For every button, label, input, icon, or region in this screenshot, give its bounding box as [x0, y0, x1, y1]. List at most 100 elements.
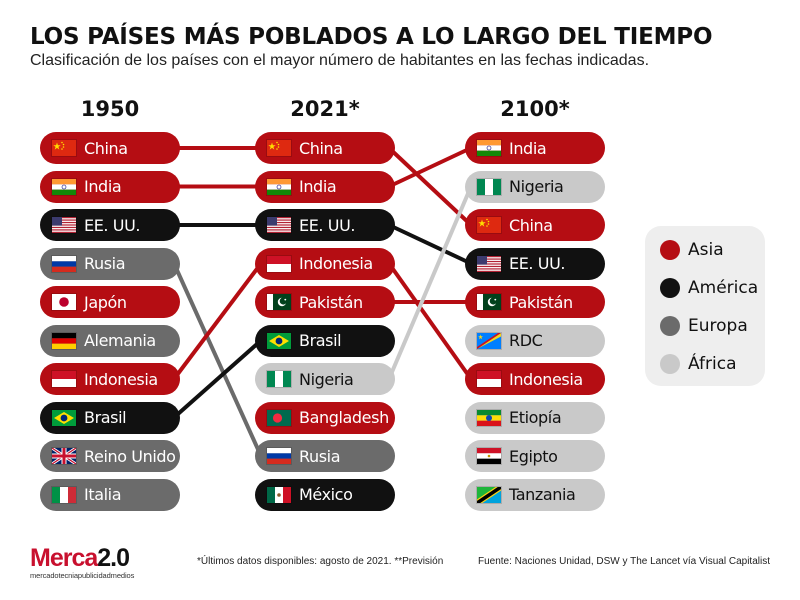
legend-item-europa: Europa — [660, 316, 748, 336]
rank-pill-tanzania-2100: Tanzania — [465, 478, 605, 511]
country-name: EE. UU. — [509, 254, 566, 273]
rank-pill-china-1950: China — [40, 132, 180, 164]
legend-dot-europa — [660, 316, 680, 336]
column-header-2100: 2100* — [500, 97, 570, 121]
rank-pill-nigeria-2100: Nigeria — [465, 170, 605, 203]
legend-item-africa: África — [660, 354, 737, 374]
country-name: China — [509, 215, 553, 235]
germany-flag-icon — [52, 332, 76, 349]
russia-flag-icon — [267, 448, 291, 464]
legend-label-america: América — [688, 278, 759, 298]
rank-pill-mexico-2021: México — [255, 478, 395, 511]
nigeria-flag-icon — [477, 178, 501, 195]
country-name: Egipto — [509, 446, 558, 466]
rank-pill-usa-2100: EE. UU. — [465, 247, 605, 280]
china-flag-icon — [477, 217, 501, 233]
rank-pill-ethiopia-2100: Etiopía — [465, 401, 605, 434]
tanzania-flag-icon — [477, 486, 501, 503]
rank-pill-uk-1950: Reino Unido — [40, 440, 180, 472]
india-flag-icon — [52, 178, 76, 195]
connector-indonesia-0 — [172, 262, 263, 381]
country-name: RDC — [509, 331, 543, 350]
country-name: Rusia — [299, 446, 341, 466]
country-name: Indonesia — [84, 369, 158, 389]
country-name: Indonesia — [509, 369, 583, 389]
rank-pill-drc-2100: RDC — [465, 324, 605, 357]
country-name: Alemania — [84, 331, 156, 350]
country-name: Rusia — [84, 254, 126, 273]
legend-item-america: América — [660, 278, 758, 298]
country-name: Brasil — [299, 331, 342, 350]
rank-pill-indonesia-2021: Indonesia — [255, 247, 395, 280]
country-name: EE. UU. — [84, 215, 141, 235]
rank-pill-germany-1950: Alemania — [40, 324, 180, 357]
country-name: Tanzania — [509, 485, 576, 504]
brazil-flag-icon — [267, 332, 291, 349]
country-name: Italia — [84, 485, 122, 504]
legend-dot-asia — [660, 240, 680, 260]
indonesia-flag-icon — [52, 371, 76, 387]
russia-flag-icon — [52, 255, 76, 272]
country-name: Reino Unido — [84, 446, 176, 466]
rank-pill-usa-2021: EE. UU. — [255, 209, 395, 241]
ethiopia-flag-icon — [477, 409, 501, 426]
rank-pill-china-2021: China — [255, 132, 395, 164]
usa-flag-icon — [267, 217, 291, 233]
connector-brazil-0 — [172, 339, 263, 419]
connector-usa-1 — [388, 223, 472, 266]
legend-dot-america — [660, 278, 680, 298]
rank-pill-china-2100: China — [465, 209, 605, 241]
china-flag-icon — [267, 140, 291, 156]
merca20-logo: Merca2.0 mercadotecniapublicidadmedios — [30, 545, 140, 585]
rank-pill-japan-1950: Japón — [40, 286, 180, 318]
connector-india-1 — [388, 146, 472, 189]
brazil-flag-icon — [52, 409, 76, 426]
country-name: México — [299, 485, 353, 504]
rank-pill-russia-1950: Rusia — [40, 247, 180, 280]
country-name: India — [299, 177, 337, 196]
rank-pill-egypt-2100: Egipto — [465, 440, 605, 472]
page-title: LOS PAÍSES MÁS POBLADOS A LO LARGO DEL T… — [30, 24, 713, 50]
mexico-flag-icon — [267, 486, 291, 503]
legend-dot-africa — [660, 354, 680, 374]
country-name: India — [84, 177, 122, 196]
rank-pill-pakistan-2100: Pakistán — [465, 286, 605, 318]
rank-pill-nigeria-2021: Nigeria — [255, 363, 395, 395]
pakistan-flag-icon — [267, 294, 291, 310]
uk-flag-icon — [52, 448, 76, 464]
rank-pill-indonesia-2100: Indonesia — [465, 363, 605, 395]
footnote: *Últimos datos disponibles: agosto de 20… — [197, 556, 444, 567]
rank-pill-italy-1950: Italia — [40, 478, 180, 511]
connector-russia-0 — [172, 262, 263, 457]
rank-pill-india-1950: India — [40, 170, 180, 203]
pakistan-flag-icon — [477, 294, 501, 310]
column-header-1950: 1950 — [80, 97, 140, 121]
country-name: India — [509, 138, 547, 158]
column-header-2021: 2021* — [290, 97, 360, 121]
rank-pill-brazil-2021: Brasil — [255, 324, 395, 357]
connector-china-1 — [387, 146, 473, 227]
country-name: Japón — [84, 292, 127, 312]
page-subtitle: Clasificación de los países con el mayor… — [30, 52, 650, 69]
logo-tagline: mercadotecniapublicidadmedios — [30, 571, 135, 580]
drc-flag-icon — [477, 332, 501, 349]
legend-label-asia: Asia — [688, 240, 724, 260]
source-note: Fuente: Naciones Unidad, DSW y The Lance… — [477, 556, 770, 567]
rank-pill-india-2100: India — [465, 132, 605, 164]
rank-pill-indonesia-1950: Indonesia — [40, 363, 180, 395]
india-flag-icon — [477, 140, 501, 156]
italy-flag-icon — [52, 486, 76, 503]
india-flag-icon — [267, 178, 291, 195]
logo-main-text: Merca — [30, 544, 98, 572]
legend-label-africa: África — [688, 354, 737, 374]
rank-pill-usa-1950: EE. UU. — [40, 209, 180, 241]
rank-pill-russia-2021: Rusia — [255, 440, 395, 472]
connector-nigeria-1 — [387, 185, 473, 380]
connector-indonesia-1 — [387, 262, 473, 381]
country-name: Pakistán — [299, 292, 363, 312]
country-name: Nigeria — [299, 369, 354, 389]
logo-wordmark: Merca2.0 — [30, 545, 140, 571]
country-name: Brasil — [84, 408, 127, 427]
indonesia-flag-icon — [267, 255, 291, 272]
